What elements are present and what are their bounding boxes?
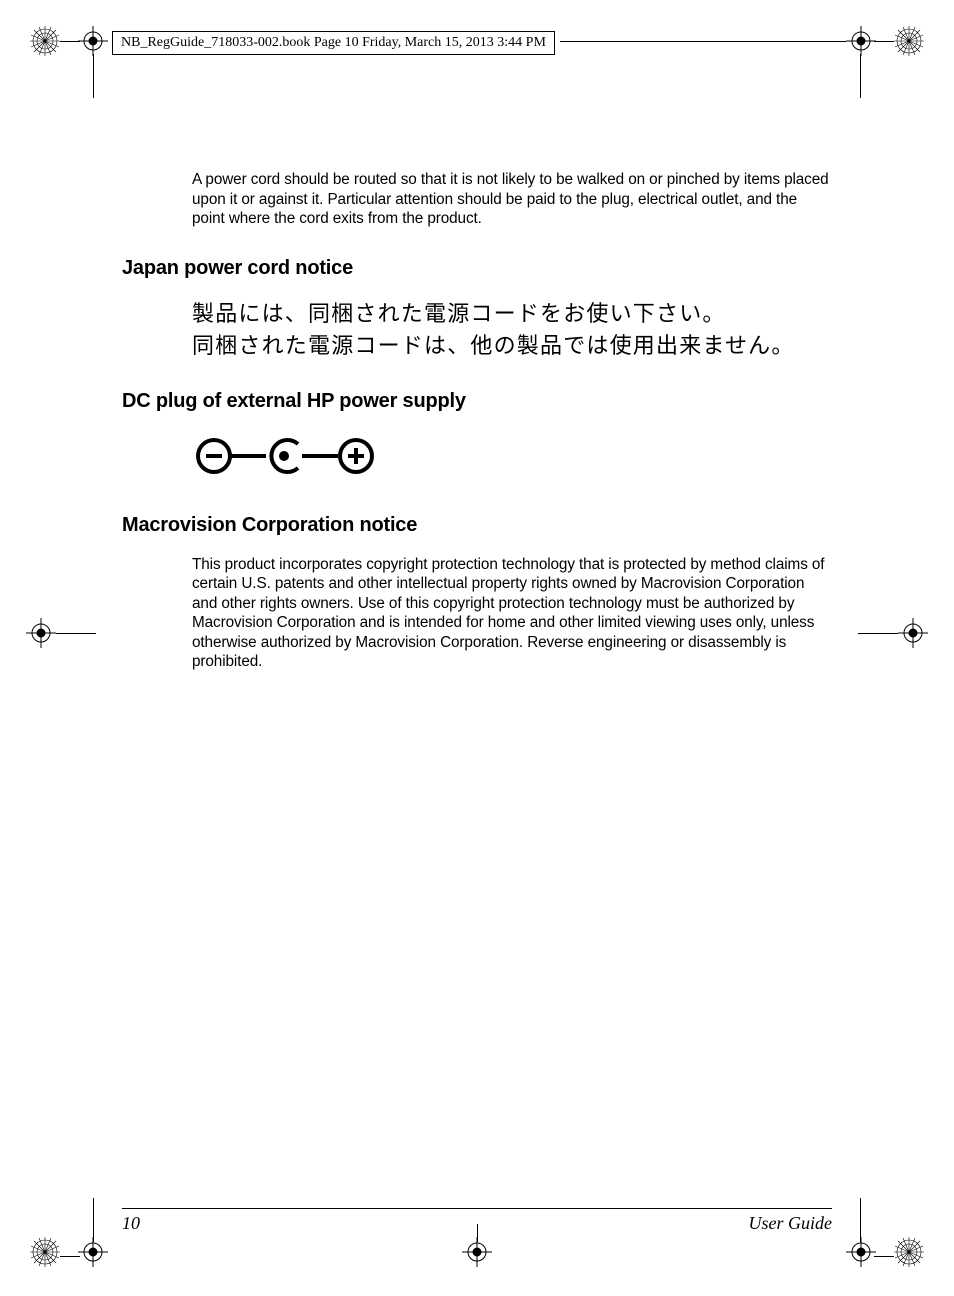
registration-mark-icon: [26, 618, 56, 653]
page: NB_RegGuide_718033-002.book Page 10 Frid…: [0, 0, 954, 1296]
print-header-box: NB_RegGuide_718033-002.book Page 10 Frid…: [112, 31, 555, 55]
crop-line: [860, 54, 861, 98]
footer-doc-title: User Guide: [749, 1213, 833, 1234]
heading-japan: Japan power cord notice: [122, 257, 832, 280]
dc-plug-diagram: [192, 431, 832, 486]
corner-star-icon: [894, 26, 924, 61]
crop-line: [860, 1198, 861, 1242]
content-area: A power cord should be routed so that it…: [122, 170, 832, 672]
crop-line: [60, 1256, 80, 1257]
crop-line: [874, 1256, 894, 1257]
registration-mark-icon: [846, 26, 876, 61]
japanese-notice: 製品には、同梱された電源コードをお使い下さい。 同梱された電源コードは、他の製品…: [192, 298, 832, 362]
registration-mark-icon: [846, 1237, 876, 1272]
corner-star-icon: [30, 1237, 60, 1272]
crop-line: [874, 41, 894, 42]
corner-star-icon: [894, 1237, 924, 1272]
power-cord-paragraph: A power cord should be routed so that it…: [192, 170, 832, 229]
crop-line: [56, 633, 96, 634]
heading-dc-plug: DC plug of external HP power supply: [122, 390, 832, 413]
registration-mark-icon: [898, 618, 928, 653]
registration-mark-icon: [462, 1237, 492, 1272]
heading-macrovision: Macrovision Corporation notice: [122, 514, 832, 537]
corner-star-icon: [30, 26, 60, 61]
header-rule: [560, 41, 846, 42]
crop-line: [858, 633, 898, 634]
footer-page-number: 10: [122, 1213, 140, 1234]
japanese-line-2: 同梱された電源コードは、他の製品では使用出来ません。: [192, 330, 832, 362]
print-header-text: NB_RegGuide_718033-002.book Page 10 Frid…: [121, 35, 546, 50]
crop-line: [93, 54, 94, 98]
japanese-line-1: 製品には、同梱された電源コードをお使い下さい。: [192, 298, 832, 330]
crop-line: [60, 41, 80, 42]
registration-mark-icon: [78, 1237, 108, 1272]
macrovision-paragraph: This product incorporates copyright prot…: [192, 555, 832, 672]
page-footer: 10 User Guide: [122, 1208, 832, 1234]
crop-line: [93, 1198, 94, 1242]
